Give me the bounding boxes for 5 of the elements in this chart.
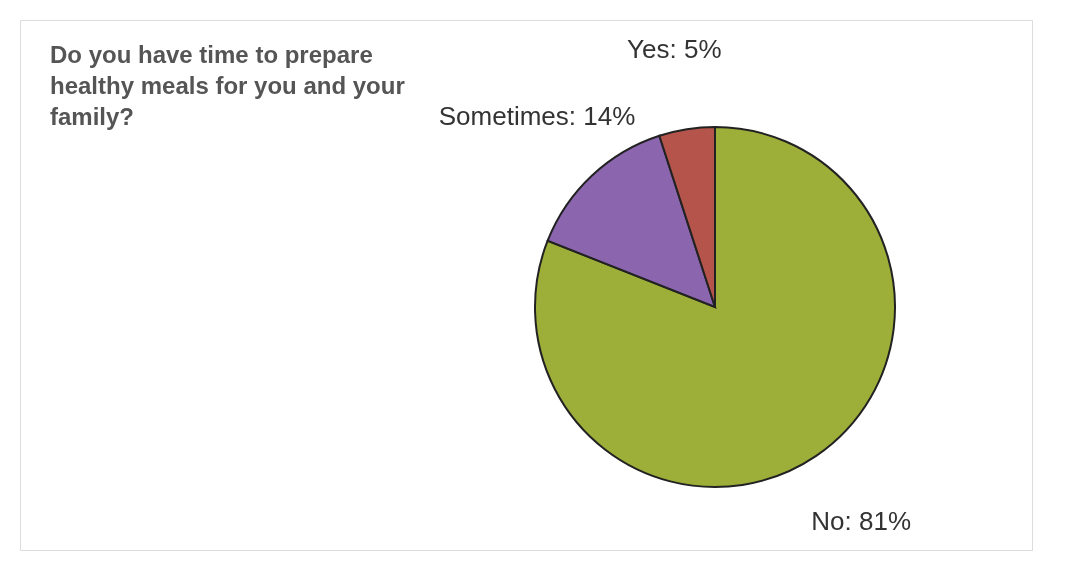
slice-label: No: 81% xyxy=(811,506,912,537)
slice-label: Yes: 5% xyxy=(627,34,722,65)
pie-slice xyxy=(534,126,896,488)
slice-label: Sometimes: 14% xyxy=(438,101,636,132)
text: Do you have time to prepare healthy meals for you and your family? xyxy=(50,41,405,130)
